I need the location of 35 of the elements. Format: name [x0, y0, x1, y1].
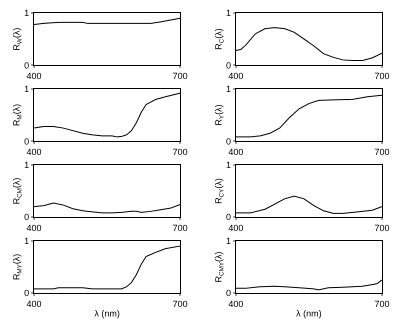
y-tick-label: 0 [226, 288, 232, 298]
x-tick-label: 400 [26, 70, 42, 81]
line-series [34, 92, 180, 138]
x-tick-label: 400 [26, 222, 42, 233]
y-tick-label: 1 [226, 160, 232, 170]
x-tick-label: 700 [374, 146, 390, 157]
y-tick-label: 0 [24, 60, 30, 70]
y-tick-label: 1 [24, 8, 30, 18]
x-tick-label: 400 [26, 298, 42, 309]
x-tick-label: 700 [374, 70, 390, 81]
x-tick-label: 400 [228, 146, 244, 157]
x-tick-label: 700 [172, 298, 188, 309]
x-tick-label: 700 [172, 70, 188, 81]
x-tick-label: 700 [374, 222, 390, 233]
y-tick-label: 1 [24, 160, 30, 170]
y-tick-label: 1 [226, 84, 232, 94]
y-tick-label: 0 [226, 212, 232, 222]
y-tick-label: 1 [226, 8, 232, 18]
y-tick-label: 1 [226, 236, 232, 246]
y-tick-label: 0 [24, 288, 30, 298]
x-tick-label: 400 [228, 222, 244, 233]
x-tick-label: 400 [26, 146, 42, 157]
y-tick-label: 0 [226, 60, 232, 70]
y-tick-label: 0 [24, 136, 30, 146]
x-tick-label: 400 [228, 298, 244, 309]
y-tick-label: 1 [24, 84, 30, 94]
y-tick-label: 1 [24, 236, 30, 246]
x-axis-title: λ (nm) [296, 308, 322, 319]
x-tick-label: 700 [172, 146, 188, 157]
x-tick-label: 700 [172, 222, 188, 233]
x-axis-title: λ (nm) [94, 308, 120, 319]
y-tick-label: 0 [24, 212, 30, 222]
x-tick-label: 400 [228, 70, 244, 81]
x-tick-label: 700 [374, 298, 390, 309]
y-tick-label: 0 [226, 136, 232, 146]
